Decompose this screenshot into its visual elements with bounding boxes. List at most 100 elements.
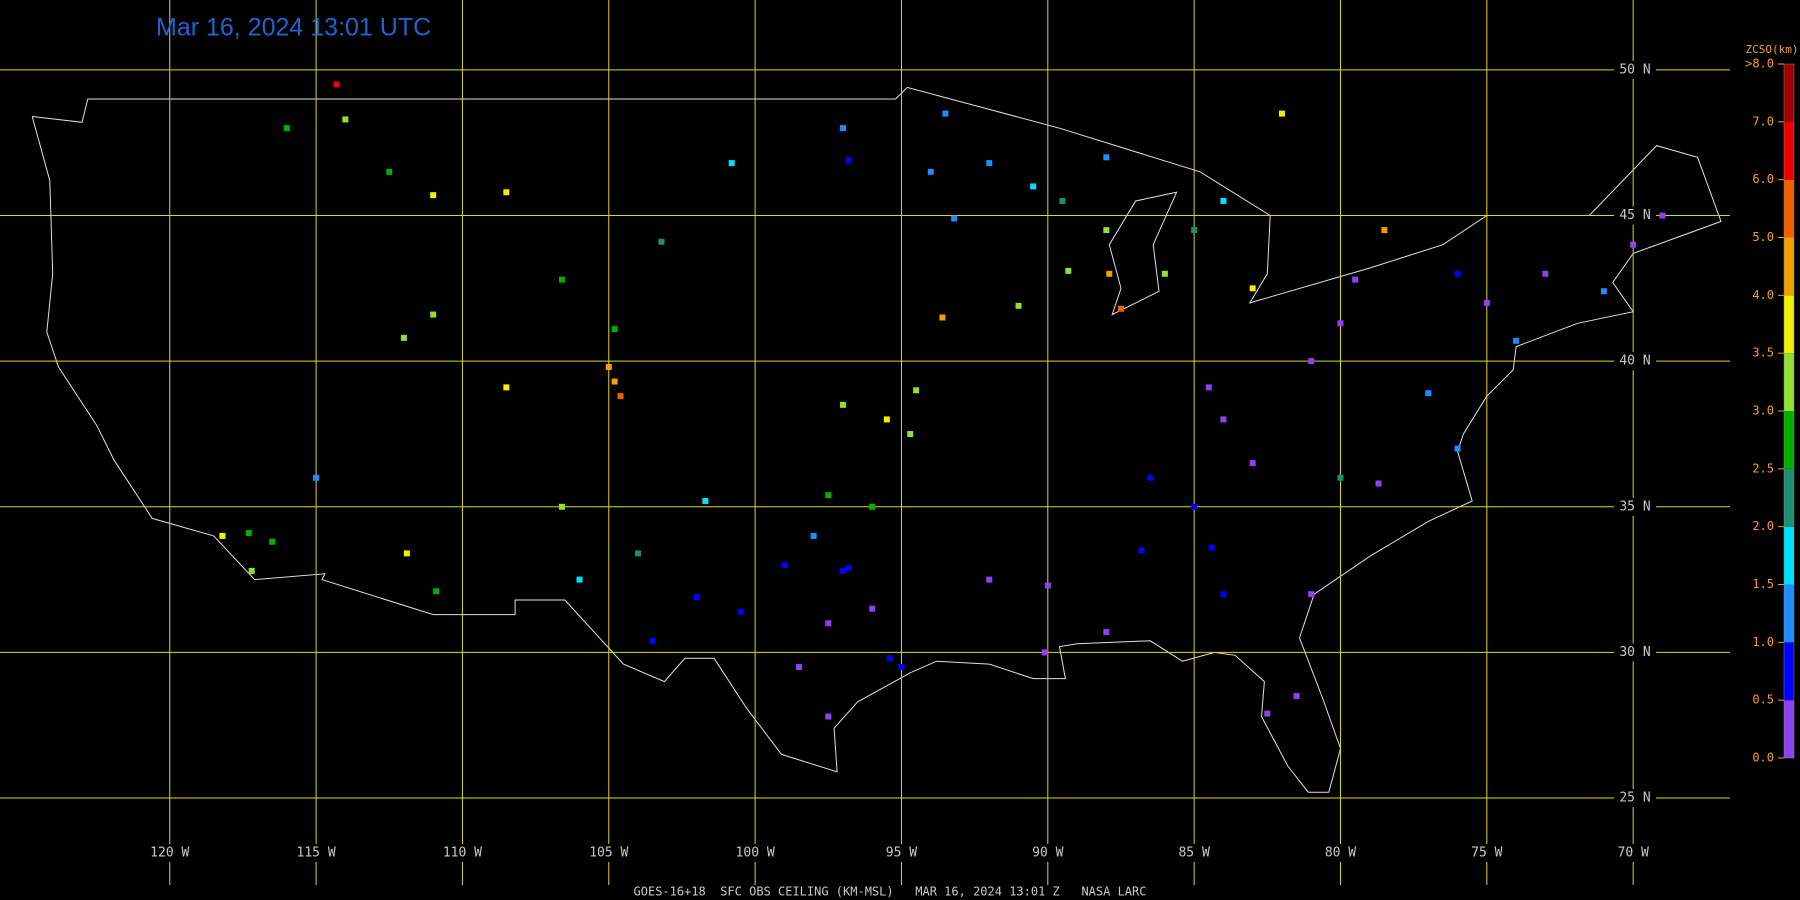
station bbox=[342, 116, 349, 123]
station bbox=[403, 550, 410, 557]
colorbar-segment bbox=[1784, 64, 1794, 122]
station bbox=[1513, 337, 1520, 344]
station bbox=[576, 576, 583, 583]
lon-label: 100 W bbox=[736, 846, 775, 861]
station bbox=[1337, 474, 1344, 481]
label-backing bbox=[1614, 643, 1656, 662]
station bbox=[839, 401, 846, 408]
station bbox=[635, 550, 642, 557]
station bbox=[839, 567, 846, 574]
label-backing bbox=[731, 844, 780, 862]
station bbox=[898, 663, 905, 670]
colorbar-segment bbox=[1784, 411, 1794, 469]
station bbox=[1161, 270, 1168, 277]
station bbox=[781, 562, 788, 569]
station bbox=[869, 503, 876, 510]
station bbox=[1337, 320, 1344, 327]
label-backing bbox=[1614, 60, 1656, 79]
lon-label: 80 W bbox=[1325, 846, 1356, 861]
lat-label: 30 N bbox=[1619, 645, 1650, 660]
station bbox=[1249, 285, 1256, 292]
station bbox=[737, 608, 744, 615]
station bbox=[400, 334, 407, 341]
station bbox=[1375, 480, 1382, 487]
station bbox=[986, 160, 993, 167]
station bbox=[728, 160, 735, 167]
lon-label: 105 W bbox=[589, 846, 628, 861]
colorbar: ZCSO(km) 0.0 0.5 1.0 1.5 2.0 2.5 3.0 3.5 4.0 5.0 6.… bbox=[1745, 43, 1798, 765]
station bbox=[386, 168, 393, 175]
station bbox=[1117, 305, 1124, 312]
lat-label: 35 N bbox=[1619, 499, 1650, 514]
colorbar-segment bbox=[1784, 468, 1794, 527]
colorbar-segment bbox=[1784, 700, 1794, 758]
station bbox=[1065, 267, 1072, 274]
station bbox=[1138, 547, 1145, 554]
station bbox=[1483, 299, 1490, 306]
colorbar-label: 2.5 bbox=[1752, 461, 1774, 475]
station bbox=[927, 168, 934, 175]
station bbox=[1600, 288, 1607, 295]
label-backing bbox=[145, 844, 194, 862]
colorbar-segment bbox=[1784, 179, 1794, 238]
station bbox=[1264, 710, 1271, 717]
station bbox=[1106, 270, 1113, 277]
station bbox=[1381, 227, 1388, 234]
lon-label: 70 W bbox=[1618, 846, 1649, 861]
station bbox=[1293, 693, 1300, 700]
label-backing bbox=[1462, 844, 1511, 862]
station bbox=[825, 620, 832, 627]
station bbox=[430, 192, 437, 199]
station bbox=[433, 588, 440, 595]
station bbox=[611, 378, 618, 385]
station bbox=[1308, 591, 1315, 598]
colorbar-label: 0.0 bbox=[1752, 751, 1774, 765]
colorbar-label: 0.5 bbox=[1752, 693, 1774, 707]
lake-michigan bbox=[1108, 191, 1178, 316]
colorbar-label: 2.0 bbox=[1752, 519, 1774, 533]
station bbox=[1220, 416, 1227, 423]
station bbox=[1015, 302, 1022, 309]
stations bbox=[219, 81, 1666, 720]
station bbox=[702, 497, 709, 504]
station bbox=[430, 311, 437, 318]
colorbar-label: 6.0 bbox=[1752, 172, 1774, 186]
station bbox=[219, 532, 226, 539]
station bbox=[913, 387, 920, 394]
lon-label: 115 W bbox=[297, 846, 336, 861]
lat-label: 40 N bbox=[1619, 354, 1650, 369]
station bbox=[1542, 270, 1549, 277]
station bbox=[1278, 110, 1285, 117]
colorbar-segment bbox=[1784, 526, 1794, 585]
station bbox=[245, 530, 252, 537]
label-backing bbox=[1614, 206, 1656, 225]
label-backing bbox=[1614, 352, 1656, 371]
lon-label: 95 W bbox=[886, 846, 917, 861]
station bbox=[939, 314, 946, 321]
station bbox=[313, 474, 320, 481]
station bbox=[1041, 649, 1048, 656]
station bbox=[283, 125, 290, 132]
station bbox=[1454, 270, 1461, 277]
station bbox=[1352, 276, 1359, 283]
label-backing bbox=[1614, 789, 1656, 808]
station bbox=[333, 81, 340, 88]
lat-label: 25 N bbox=[1619, 791, 1650, 806]
station bbox=[658, 238, 665, 245]
station bbox=[1059, 197, 1066, 204]
station bbox=[1191, 503, 1198, 510]
station bbox=[503, 384, 510, 391]
colorbar-label: 3.5 bbox=[1752, 346, 1774, 360]
station bbox=[1249, 460, 1256, 467]
lon-label: 85 W bbox=[1178, 846, 1209, 861]
station bbox=[558, 276, 565, 283]
colorbar-label: 5.0 bbox=[1752, 230, 1774, 244]
station bbox=[942, 110, 949, 117]
station bbox=[845, 157, 852, 164]
label-backing bbox=[1023, 844, 1072, 862]
label-backing bbox=[292, 844, 341, 862]
graticule: 120 W 115 W 110 W 105 W 100 W 95 W 90 W 85 W 80 … bbox=[0, 0, 1730, 885]
colorbar-label: 4.0 bbox=[1752, 288, 1774, 302]
